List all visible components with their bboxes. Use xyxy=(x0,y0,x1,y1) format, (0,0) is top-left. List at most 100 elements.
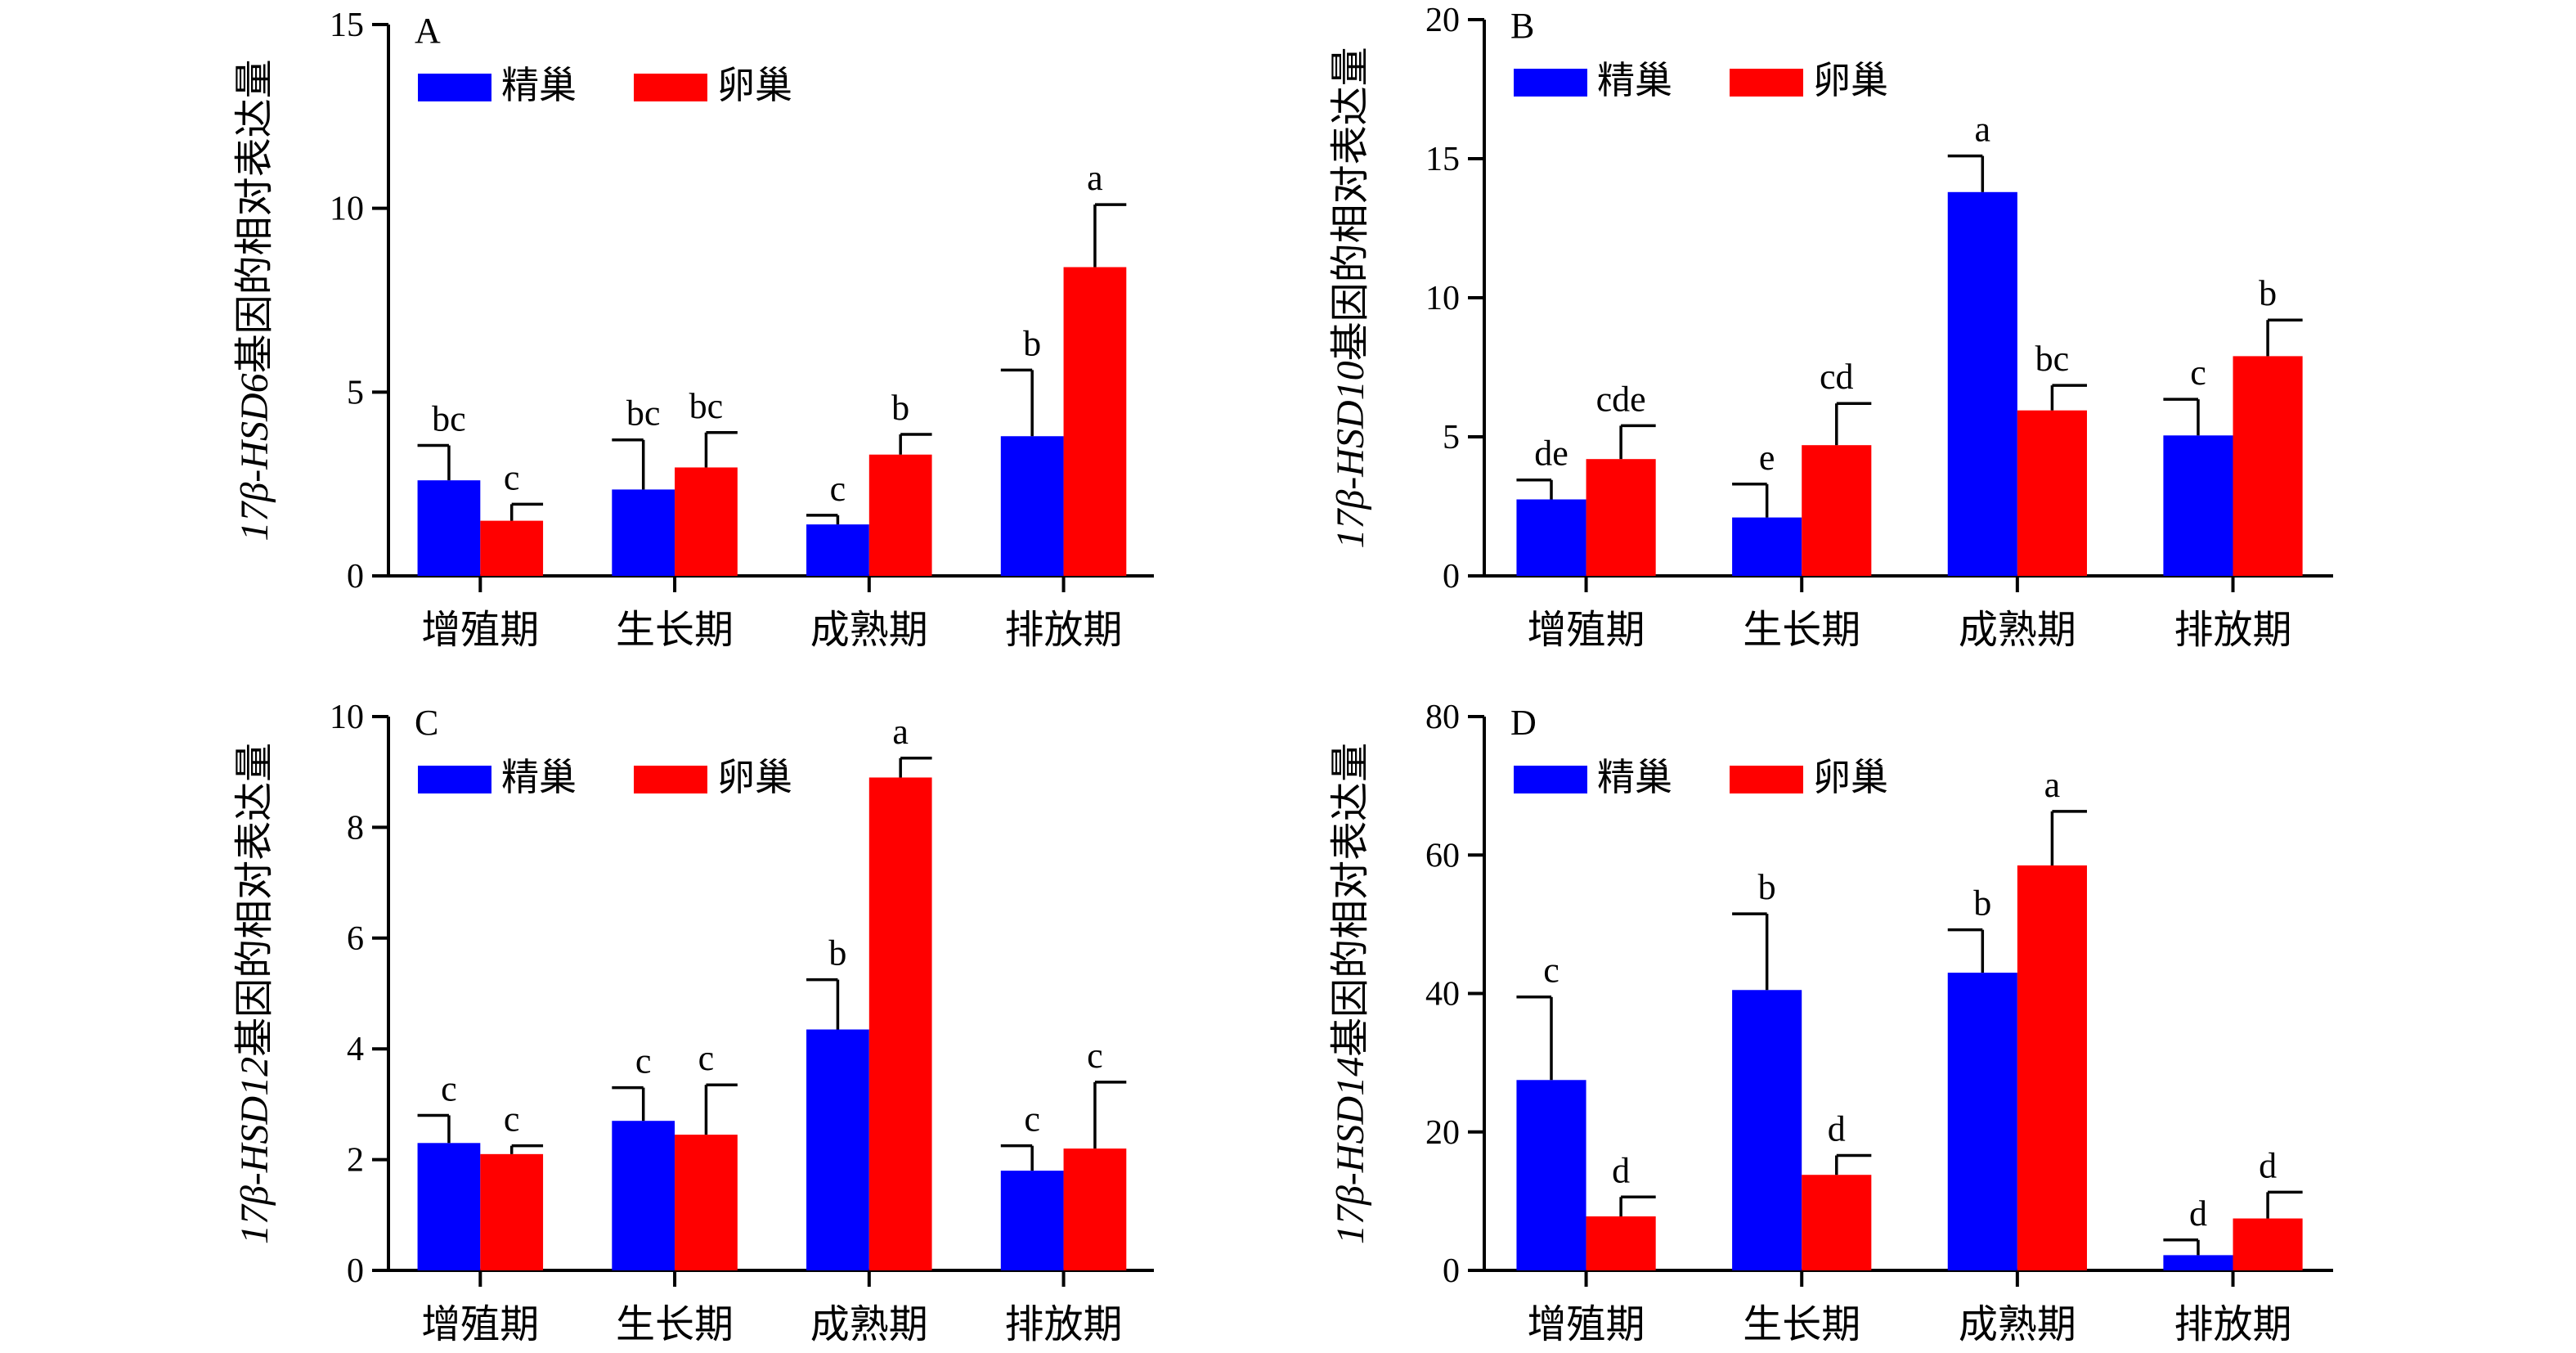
y-tick-label: 0 xyxy=(1443,1252,1460,1290)
bar xyxy=(2017,865,2087,1270)
y-axis-label-text: 基因的相对表达量 xyxy=(1329,743,1372,1057)
bar xyxy=(868,777,932,1270)
bar xyxy=(612,1121,675,1270)
significance-letter: b xyxy=(891,388,909,428)
bar xyxy=(1586,459,1656,576)
y-axis-label-text: 基因的相对表达量 xyxy=(1329,47,1372,361)
x-tick-label: 成熟期 xyxy=(810,1303,928,1346)
x-tick-label: 成熟期 xyxy=(810,609,928,652)
y-axis-label-gene: 17β-HSD10 xyxy=(1329,361,1372,548)
significance-letter: c xyxy=(504,457,520,497)
x-tick-label: 生长期 xyxy=(616,609,734,652)
bar xyxy=(1732,990,1802,1270)
bar xyxy=(868,454,932,576)
x-tick-label: 排放期 xyxy=(2174,609,2292,652)
y-tick-label: 60 xyxy=(1425,837,1460,874)
significance-letter: a xyxy=(1975,110,1991,150)
y-tick-label: 15 xyxy=(330,7,364,44)
bar xyxy=(1000,1171,1064,1270)
legend-label: 卵巢 xyxy=(1813,757,1888,798)
x-tick-label: 生长期 xyxy=(1743,1303,1860,1346)
y-tick-label: 20 xyxy=(1425,1114,1460,1152)
x-tick-label: 成熟期 xyxy=(1959,609,2076,652)
y-tick-label: 0 xyxy=(347,1252,364,1290)
significance-letter: c xyxy=(635,1041,652,1081)
significance-letter: de xyxy=(1534,434,1568,474)
significance-letter: cd xyxy=(1820,357,1854,397)
bar xyxy=(2163,435,2233,576)
panel-label: C xyxy=(415,703,438,743)
bar xyxy=(2017,410,2087,576)
significance-letter: a xyxy=(1087,158,1103,198)
x-tick-label: 排放期 xyxy=(1005,1303,1123,1346)
panel-label: D xyxy=(1510,703,1537,743)
significance-letter: cde xyxy=(1596,379,1646,419)
bar xyxy=(480,1153,544,1270)
y-axis-label-gene: 17β-HSD12 xyxy=(233,1057,276,1244)
y-tick-label: 10 xyxy=(1425,280,1460,317)
bar xyxy=(2233,356,2303,576)
significance-letter: b xyxy=(828,933,846,973)
bar xyxy=(1586,1216,1656,1270)
y-tick-label: 10 xyxy=(330,699,364,736)
y-tick-label: 0 xyxy=(347,558,364,596)
x-tick-label: 增殖期 xyxy=(1528,609,1645,652)
significance-letter: bc xyxy=(432,398,466,438)
chart-panel-D: 0 20 40 60 80 增殖期 生长期 成熟期 排放期 c b b d d d a d D 精巢 卵巢 17β-HS… xyxy=(1329,699,2333,1346)
bar xyxy=(417,1143,481,1270)
significance-letter: c xyxy=(441,1068,457,1108)
significance-letter: c xyxy=(1087,1036,1103,1076)
significance-letter: c xyxy=(698,1038,715,1078)
significance-letter: e xyxy=(1759,438,1775,478)
x-tick-label: 增殖期 xyxy=(421,609,539,652)
y-tick-label: 20 xyxy=(1425,2,1460,39)
chart-panel-B: 0 5 10 15 20 增殖期 生长期 成熟期 排放期 de e a c cde cd bc b B 精巢 卵巢 17… xyxy=(1329,2,2333,652)
significance-letter: a xyxy=(892,712,909,752)
legend-swatch xyxy=(1514,69,1587,97)
significance-letter: d xyxy=(1612,1150,1630,1190)
significance-letter: d xyxy=(2189,1193,2207,1234)
x-tick-label: 生长期 xyxy=(616,1303,734,1346)
bar xyxy=(1802,1175,1872,1270)
y-axis-label-text: 基因的相对表达量 xyxy=(233,59,276,373)
legend-swatch xyxy=(1730,69,1803,97)
legend-label: 卵巢 xyxy=(717,757,792,798)
legend-label: 精巢 xyxy=(501,757,577,798)
legend-swatch xyxy=(418,766,491,793)
significance-letter: c xyxy=(830,469,846,509)
legend-label: 精巢 xyxy=(1597,757,1672,798)
bar xyxy=(1516,1080,1586,1270)
bar xyxy=(417,480,481,576)
chart-panel-C: 0 2 4 6 8 10 增殖期 生长期 成熟期 排放期 c c b c c c a c C 精巢 卵巢 17β-HSD1… xyxy=(233,699,1154,1346)
x-tick-label: 排放期 xyxy=(2174,1303,2292,1346)
bar xyxy=(1802,445,1872,576)
legend-swatch xyxy=(634,74,707,101)
y-axis-label: 17β-HSD14基因的相对表达量 xyxy=(1329,743,1372,1244)
panel-label: A xyxy=(415,11,441,51)
bar xyxy=(1000,436,1064,576)
y-tick-label: 40 xyxy=(1425,976,1460,1014)
legend-swatch xyxy=(1514,766,1587,793)
bar xyxy=(480,520,544,576)
bar xyxy=(806,524,869,576)
y-tick-label: 15 xyxy=(1425,141,1460,178)
bar xyxy=(1063,267,1127,576)
significance-letter: b xyxy=(1973,883,1991,924)
significance-letter: bc xyxy=(626,393,661,434)
y-axis-label-gene: 17β-HSD6 xyxy=(233,373,276,541)
bar xyxy=(1516,499,1586,576)
x-tick-label: 生长期 xyxy=(1743,609,1860,652)
legend-label: 卵巢 xyxy=(1813,60,1888,101)
y-tick-label: 4 xyxy=(347,1031,364,1068)
significance-letter: c xyxy=(1024,1099,1040,1139)
significance-letter: b xyxy=(1023,323,1041,363)
bar xyxy=(675,467,738,576)
y-tick-label: 6 xyxy=(347,920,364,958)
y-axis-label-text: 基因的相对表达量 xyxy=(233,743,276,1057)
bar xyxy=(1732,517,1802,576)
bar xyxy=(612,489,675,576)
significance-letter: bc xyxy=(689,386,724,426)
